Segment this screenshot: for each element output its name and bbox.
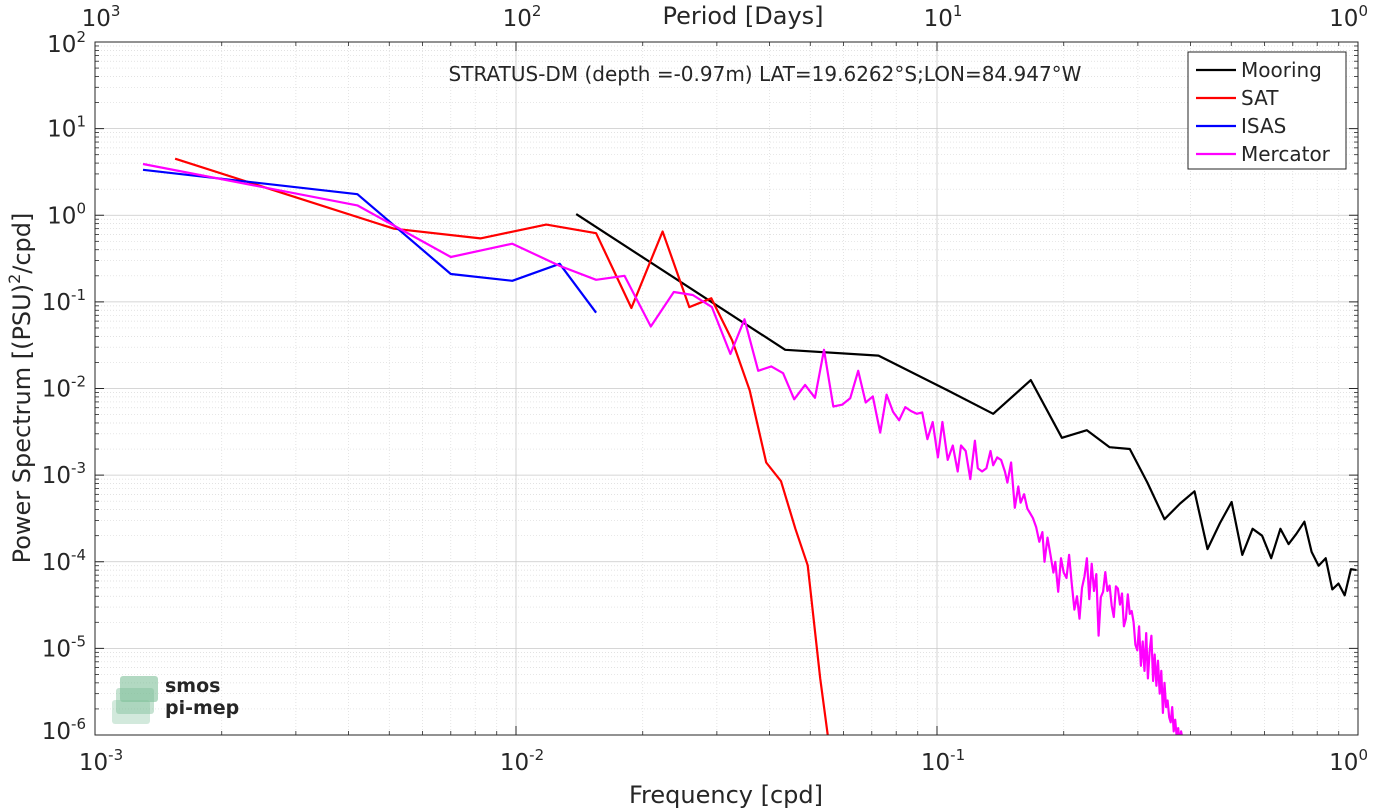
y-tick-label-base: 10	[42, 550, 71, 576]
y-tick-label-exp: 1	[76, 113, 86, 131]
logo-text-pi-mep: pi-mep	[165, 697, 239, 719]
x-tick-label-exp: 0	[1358, 746, 1368, 764]
x2-tick-label-base: 10	[503, 6, 532, 32]
y-tick-label: 101	[47, 113, 86, 143]
x-tick-label-base: 10	[1329, 750, 1358, 776]
y-tick-label-exp: -3	[71, 459, 86, 477]
y-tick-label-exp: -1	[71, 286, 86, 304]
x2-tick-label-exp: 3	[111, 2, 121, 20]
x2-tick-label-base: 10	[1329, 6, 1358, 32]
y-axis-label: Power Spectrum [(PSU)2/cpd]	[5, 213, 36, 564]
y-axis-label-sup: 2	[5, 274, 24, 284]
y-tick-label-base: 10	[42, 636, 71, 662]
y-tick-label: 10-6	[42, 715, 86, 745]
x-axis-label: Frequency [cpd]	[629, 781, 823, 809]
x-tick-label-exp: -2	[529, 746, 544, 764]
y-tick-label-base: 10	[42, 463, 71, 489]
x2-tick-label-exp: 0	[1358, 2, 1368, 20]
plot-title: STRATUS-DM (depth =-0.97m) LAT=19.6262°S…	[449, 62, 1082, 86]
tick-marks	[94, 41, 1359, 736]
series-line-sat	[174, 157, 829, 735]
x2-tick-label-exp: 2	[532, 2, 542, 20]
legend-label-mercator: Mercator	[1241, 142, 1331, 166]
series-line-mercator	[142, 162, 1183, 735]
y-tick-label-exp: -5	[71, 632, 86, 650]
y-tick-label-base: 10	[47, 117, 76, 143]
legend-label-sat: SAT	[1241, 86, 1279, 110]
minor-grid	[95, 42, 1358, 735]
x-tick-label-exp: -3	[108, 746, 123, 764]
x2-tick-label: 101	[924, 2, 963, 32]
x2-tick-label: 100	[1329, 2, 1368, 32]
y-tick-label: 10-1	[42, 286, 86, 316]
y-tick-label-exp: -6	[71, 715, 86, 733]
logo-text-smos: smos	[165, 675, 220, 697]
smos-pi-mep-logo: smos pi-mep	[112, 675, 239, 724]
x2-tick-label-base: 10	[82, 6, 111, 32]
y-tick-label-base: 10	[42, 290, 71, 316]
y-tick-label-base: 10	[47, 203, 76, 229]
y-tick-label-exp: 2	[76, 28, 86, 46]
y-tick-label: 10-5	[42, 632, 86, 662]
y-tick-label-exp: -4	[71, 546, 86, 564]
y-tick-label-exp: -2	[71, 373, 86, 391]
y-axis-label-base: Power Spectrum [(PSU)	[8, 284, 36, 563]
x-tick-label-base: 10	[500, 750, 529, 776]
x-tick-label: 100	[1329, 746, 1368, 776]
legend-box	[1187, 51, 1347, 170]
y-tick-label-base: 10	[47, 32, 76, 58]
legend-label-isas: ISAS	[1241, 114, 1286, 138]
x-tick-label-exp: -1	[950, 746, 965, 764]
x-tick-label: 10-2	[500, 746, 544, 776]
y-tick-label-exp: 0	[76, 199, 86, 217]
x2-tick-label: 102	[503, 2, 542, 32]
x-tick-labels: 10-3 10-2 10-1 100	[79, 746, 1368, 776]
x2-tick-label-exp: 1	[953, 2, 963, 20]
x-tick-label-base: 10	[921, 750, 950, 776]
x-tick-label: 10-3	[79, 746, 123, 776]
y-tick-label: 10-4	[42, 546, 86, 576]
y-tick-label: 102	[47, 28, 86, 58]
series-layer	[142, 157, 1357, 735]
series-line-mooring	[575, 213, 1357, 597]
y-tick-label: 10-2	[42, 373, 86, 403]
x2-tick-label-base: 10	[924, 6, 953, 32]
x-tick-label-base: 10	[79, 750, 108, 776]
x2-tick-labels: 103 102 101 100	[82, 2, 1368, 32]
x-tick-label: 10-1	[921, 746, 965, 776]
legend: Mooring SAT ISAS Mercator	[1187, 51, 1347, 170]
x2-tick-label: 103	[82, 2, 121, 32]
x2-axis-label: Period [Days]	[662, 2, 823, 30]
logo-mark-layer-3	[120, 676, 158, 702]
y-tick-label: 10-3	[42, 459, 86, 489]
y-tick-label-base: 10	[42, 377, 71, 403]
y-axis-label-tail: /cpd]	[8, 213, 36, 274]
y-tick-label: 100	[47, 199, 86, 229]
y-tick-label-base: 10	[42, 719, 71, 745]
legend-label-mooring: Mooring	[1241, 58, 1322, 82]
series-line-isas	[142, 168, 597, 314]
logo-mark-layer-1	[112, 700, 150, 724]
